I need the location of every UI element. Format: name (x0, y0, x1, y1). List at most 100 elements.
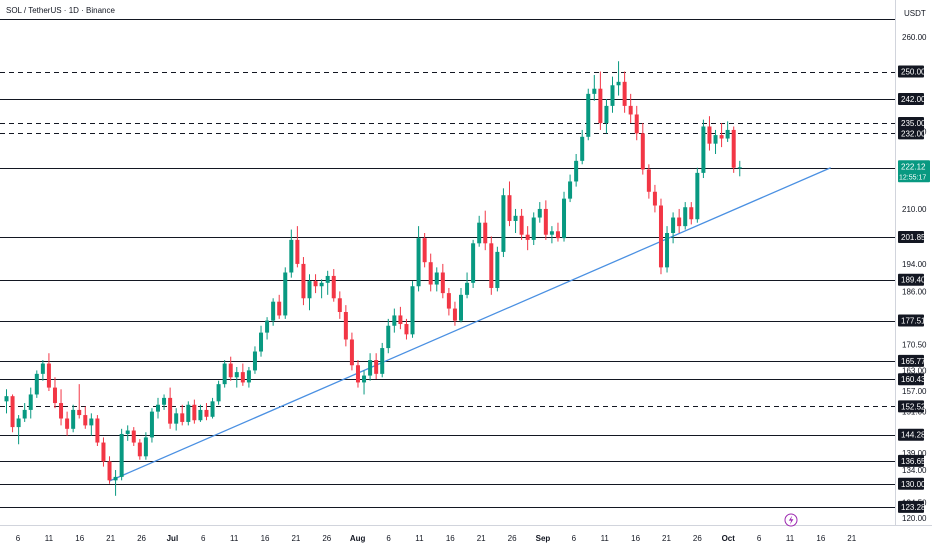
candle (386, 318, 391, 354)
x-tick-label: 26 (508, 534, 517, 543)
x-tick-label: 21 (291, 534, 300, 543)
level-price-label: 235.00 (898, 117, 926, 130)
x-tick-label: Oct (722, 534, 736, 543)
y-tick-label: 120.00 (902, 514, 927, 523)
candle (731, 126, 736, 173)
lightning-bolt-icon[interactable] (784, 513, 798, 527)
candle (331, 269, 336, 302)
candle (531, 212, 536, 246)
svg-text:189.40: 189.40 (901, 276, 926, 285)
candle (562, 191, 567, 242)
candle (156, 397, 160, 419)
candle (295, 226, 300, 268)
y-tick-label: 260.00 (902, 33, 927, 42)
candle (380, 342, 385, 378)
candle (131, 427, 136, 446)
level-price-label: 136.65 (898, 454, 926, 467)
candle (210, 397, 215, 419)
y-tick-label: 157.00 (902, 387, 927, 396)
level-price-label: 160.43 (898, 373, 926, 386)
y-tick-label: 163.00 (902, 366, 927, 375)
candle (707, 116, 712, 151)
candle (234, 366, 239, 388)
candle (398, 306, 403, 330)
svg-text:250.00: 250.00 (901, 68, 926, 77)
x-tick-label: 16 (816, 534, 825, 543)
candle (568, 174, 573, 203)
x-tick-label: Sep (536, 534, 551, 543)
candle (658, 198, 663, 275)
candle (162, 394, 167, 410)
y-tick-label: 170.50 (902, 341, 927, 350)
candle (34, 370, 39, 398)
svg-text:235.00: 235.00 (901, 119, 926, 128)
x-tick-label: 26 (137, 534, 146, 543)
candle (228, 356, 233, 381)
candle (628, 93, 633, 124)
candle (677, 208, 682, 233)
candle (592, 74, 597, 101)
candle (343, 305, 348, 347)
x-tick-label: 16 (446, 534, 455, 543)
x-tick-label: 21 (477, 534, 486, 543)
candle (440, 263, 445, 299)
x-tick-label: 11 (601, 534, 610, 543)
candle (283, 267, 288, 319)
candle (59, 389, 64, 426)
candle (404, 318, 409, 340)
x-tick-label: 6 (572, 534, 577, 543)
candle (149, 408, 154, 443)
candle (368, 353, 373, 381)
candle (471, 239, 476, 288)
candle (65, 411, 70, 436)
candle (719, 123, 724, 148)
candle (198, 404, 203, 422)
level-price-label: 130.00 (898, 477, 926, 490)
candle (616, 61, 621, 96)
x-tick-label: 11 (415, 534, 424, 543)
candle (271, 298, 276, 326)
candle (652, 184, 657, 213)
candle (40, 360, 45, 381)
candle (683, 202, 688, 230)
candle (22, 403, 27, 422)
trendline[interactable] (109, 167, 831, 482)
candle (355, 360, 360, 388)
y-tick-label: 134.00 (902, 466, 927, 475)
candle (186, 401, 191, 426)
trendline-layer (109, 167, 831, 482)
candle (701, 119, 706, 179)
candle (422, 232, 427, 268)
candle (555, 222, 560, 242)
candle (489, 236, 494, 295)
candle (289, 229, 294, 278)
x-tick-label: Aug (350, 534, 366, 543)
x-tick-label: 21 (847, 534, 856, 543)
candle (610, 76, 615, 113)
candle (434, 267, 439, 292)
candle (465, 272, 470, 299)
candle (52, 377, 57, 409)
chart-title: SOL / TetherUS · 1D · Binance (6, 6, 115, 15)
x-tick-label: 26 (693, 534, 702, 543)
candle (180, 404, 185, 426)
candle (416, 226, 421, 292)
candle (319, 279, 324, 299)
candle (646, 164, 651, 199)
level-price-label: 201.85 (898, 230, 926, 243)
candle (125, 425, 130, 441)
y-tick-label: 186.00 (902, 287, 927, 296)
svg-text:130.00: 130.00 (901, 480, 926, 489)
candle (525, 226, 530, 251)
candle (265, 317, 270, 340)
candle (301, 257, 306, 306)
candle (113, 470, 118, 496)
candle (695, 167, 700, 223)
svg-text:201.85: 201.85 (901, 233, 926, 242)
level-price-label: 242.00 (898, 93, 926, 106)
candle (477, 215, 482, 247)
level-price-label: 144.28 (898, 428, 926, 441)
candle (4, 389, 9, 414)
